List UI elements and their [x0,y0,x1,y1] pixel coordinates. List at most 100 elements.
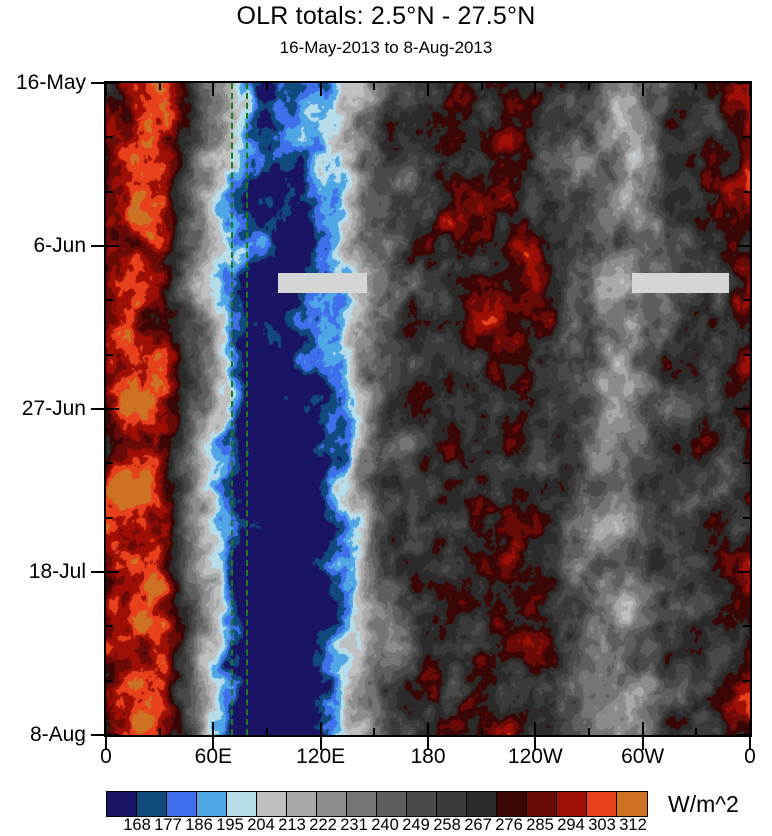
colorbar-tick-label: 285 [526,816,554,834]
tick-x-bottom-330 [695,728,698,735]
tick-y-outer-21 [91,245,104,247]
tick-y-left-70 [106,625,113,628]
tick-y-left-14 [106,190,113,193]
colorbar [106,791,648,817]
colorbar-tick-label: 276 [495,816,523,834]
missing-data-bar-0 [277,273,368,293]
colorbar-tick-label: 186 [185,816,213,834]
tick-y-right-28 [743,299,750,302]
tick-y-outer-42 [91,408,104,410]
tick-y-left-56 [106,516,113,519]
colorbar-tick-label: 240 [371,816,399,834]
tick-x-outer-0 [105,737,107,750]
tick-x-bottom-0 [105,722,107,735]
olr-heatmap-canvas [106,83,750,735]
tick-x-outer-240 [534,737,537,750]
colorbar-tick-label: 249 [402,816,430,834]
tick-x-bottom-270 [588,728,590,735]
colorbar-tick-label: 213 [278,816,306,834]
tick-y-left-0 [106,82,119,84]
colorbar-tick-label: 195 [216,816,244,834]
tick-x-bottom-60 [212,722,215,735]
tick-y-left-49 [106,462,113,465]
tick-y-right-49 [743,462,750,465]
tick-y-right-77 [743,679,750,682]
tick-x-top-90 [266,83,268,90]
colorbar-tick-label: 168 [123,816,151,834]
tick-x-top-120 [319,83,322,96]
tick-y-left-21 [106,245,119,247]
tick-x-bottom-210 [480,728,483,735]
colorbar-swatch-2 [167,792,197,816]
tick-x-top-60 [212,83,215,96]
tick-x-bottom-90 [266,728,268,735]
tick-x-top-0 [105,83,107,96]
tick-x-outer-60 [212,737,215,750]
tick-x-top-30 [158,83,161,90]
tick-x-outer-120 [319,737,322,750]
page-subtitle: 16-May-2013 to 8-Aug-2013 [279,38,493,57]
page-title: OLR totals: 2.5°N - 27.5°N [236,2,536,30]
colorbar-swatch-0 [107,792,137,816]
colorbar-swatch-6 [287,792,317,816]
x-axis-tick-label: 60W [621,745,665,768]
tick-x-top-210 [480,83,483,90]
tick-y-right-70 [743,625,750,628]
tick-y-right-84 [737,734,750,736]
colorbar-swatch-5 [257,792,287,816]
tick-y-right-14 [743,190,750,193]
x-axis-tick-label: 0 [744,745,756,768]
tick-x-bottom-120 [319,722,322,735]
x-axis-tick-label: 0 [100,745,112,768]
tick-y-left-77 [106,679,113,682]
tick-y-right-0 [737,82,750,84]
tick-x-outer-360 [749,737,751,750]
tick-y-left-84 [106,734,119,736]
tick-x-bottom-30 [158,728,161,735]
tick-x-bottom-300 [641,722,644,735]
plot-area [104,81,752,737]
tick-y-left-35 [106,353,113,356]
colorbar-tick-label: 204 [247,816,275,834]
colorbar-tick-label: 222 [309,816,337,834]
colorbar-swatch-15 [557,792,587,816]
reference-line-lon-70 [231,83,234,735]
tick-x-outer-180 [427,737,429,750]
colorbar-swatch-8 [347,792,377,816]
colorbar-swatch-13 [497,792,527,816]
colorbar-tick-label: 294 [557,816,585,834]
y-axis-tick-label: 6-Jun [33,234,86,257]
tick-y-right-21 [737,245,750,247]
tick-x-top-300 [641,83,644,96]
colorbar-tick-label: 231 [340,816,368,834]
colorbar-swatch-11 [437,792,467,816]
colorbar-swatch-17 [617,792,647,816]
tick-y-outer-63 [91,571,104,573]
tick-y-left-7 [106,136,113,139]
colorbar-tick-labels: 168 177 186 195 204 213 222 231 240 249 258 267 276 2… [106,816,651,836]
colorbar-swatch-9 [377,792,407,816]
tick-x-top-150 [373,83,376,90]
colorbar-swatch-1 [137,792,167,816]
y-axis-tick-label: 18-Jul [28,560,86,583]
tick-y-right-7 [743,136,750,139]
x-axis-tick-label: 60E [194,745,233,768]
tick-x-top-180 [427,83,429,96]
tick-y-right-56 [743,516,750,519]
colorbar-swatch-16 [587,792,617,816]
tick-x-bottom-150 [373,728,376,735]
colorbar-tick-label: 258 [433,816,461,834]
tick-y-left-63 [106,571,119,573]
tick-x-bottom-360 [749,722,751,735]
tick-x-bottom-240 [534,722,537,735]
tick-y-left-28 [106,299,113,302]
tick-x-top-240 [534,83,537,96]
colorbar-tick-label: 312 [619,816,647,834]
colorbar-swatch-3 [197,792,227,816]
tick-y-left-42 [106,408,119,410]
tick-y-outer-84 [91,734,104,736]
x-axis-tick-label: 120W [507,745,563,768]
tick-y-right-63 [737,571,750,573]
tick-x-top-330 [695,83,698,90]
